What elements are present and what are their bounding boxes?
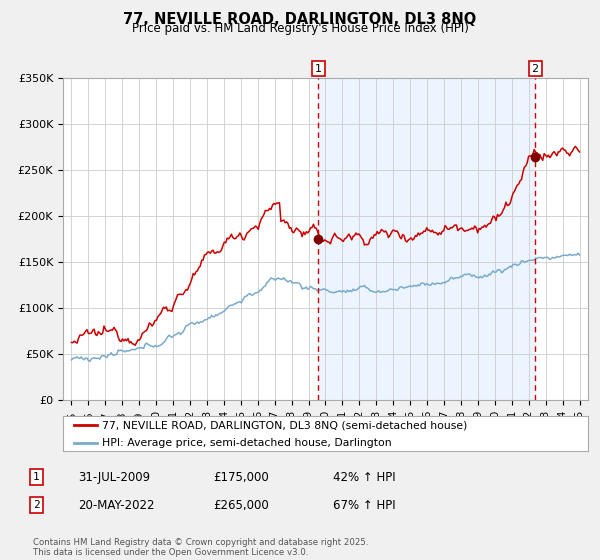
Text: 2: 2 xyxy=(33,500,40,510)
Text: £265,000: £265,000 xyxy=(213,498,269,512)
Text: 20-MAY-2022: 20-MAY-2022 xyxy=(78,498,155,512)
Text: 1: 1 xyxy=(33,472,40,482)
Text: 31-JUL-2009: 31-JUL-2009 xyxy=(78,470,150,484)
Text: 1: 1 xyxy=(315,64,322,73)
Bar xyxy=(319,78,535,400)
Text: 77, NEVILLE ROAD, DARLINGTON, DL3 8NQ (semi-detached house): 77, NEVILLE ROAD, DARLINGTON, DL3 8NQ (s… xyxy=(103,420,468,430)
Text: 42% ↑ HPI: 42% ↑ HPI xyxy=(333,470,395,484)
Text: £175,000: £175,000 xyxy=(213,470,269,484)
Text: 77, NEVILLE ROAD, DARLINGTON, DL3 8NQ: 77, NEVILLE ROAD, DARLINGTON, DL3 8NQ xyxy=(124,12,476,27)
Text: 2: 2 xyxy=(532,64,539,73)
Text: Price paid vs. HM Land Registry's House Price Index (HPI): Price paid vs. HM Land Registry's House … xyxy=(131,22,469,35)
Text: HPI: Average price, semi-detached house, Darlington: HPI: Average price, semi-detached house,… xyxy=(103,438,392,448)
Text: 67% ↑ HPI: 67% ↑ HPI xyxy=(333,498,395,512)
Text: Contains HM Land Registry data © Crown copyright and database right 2025.
This d: Contains HM Land Registry data © Crown c… xyxy=(33,538,368,557)
